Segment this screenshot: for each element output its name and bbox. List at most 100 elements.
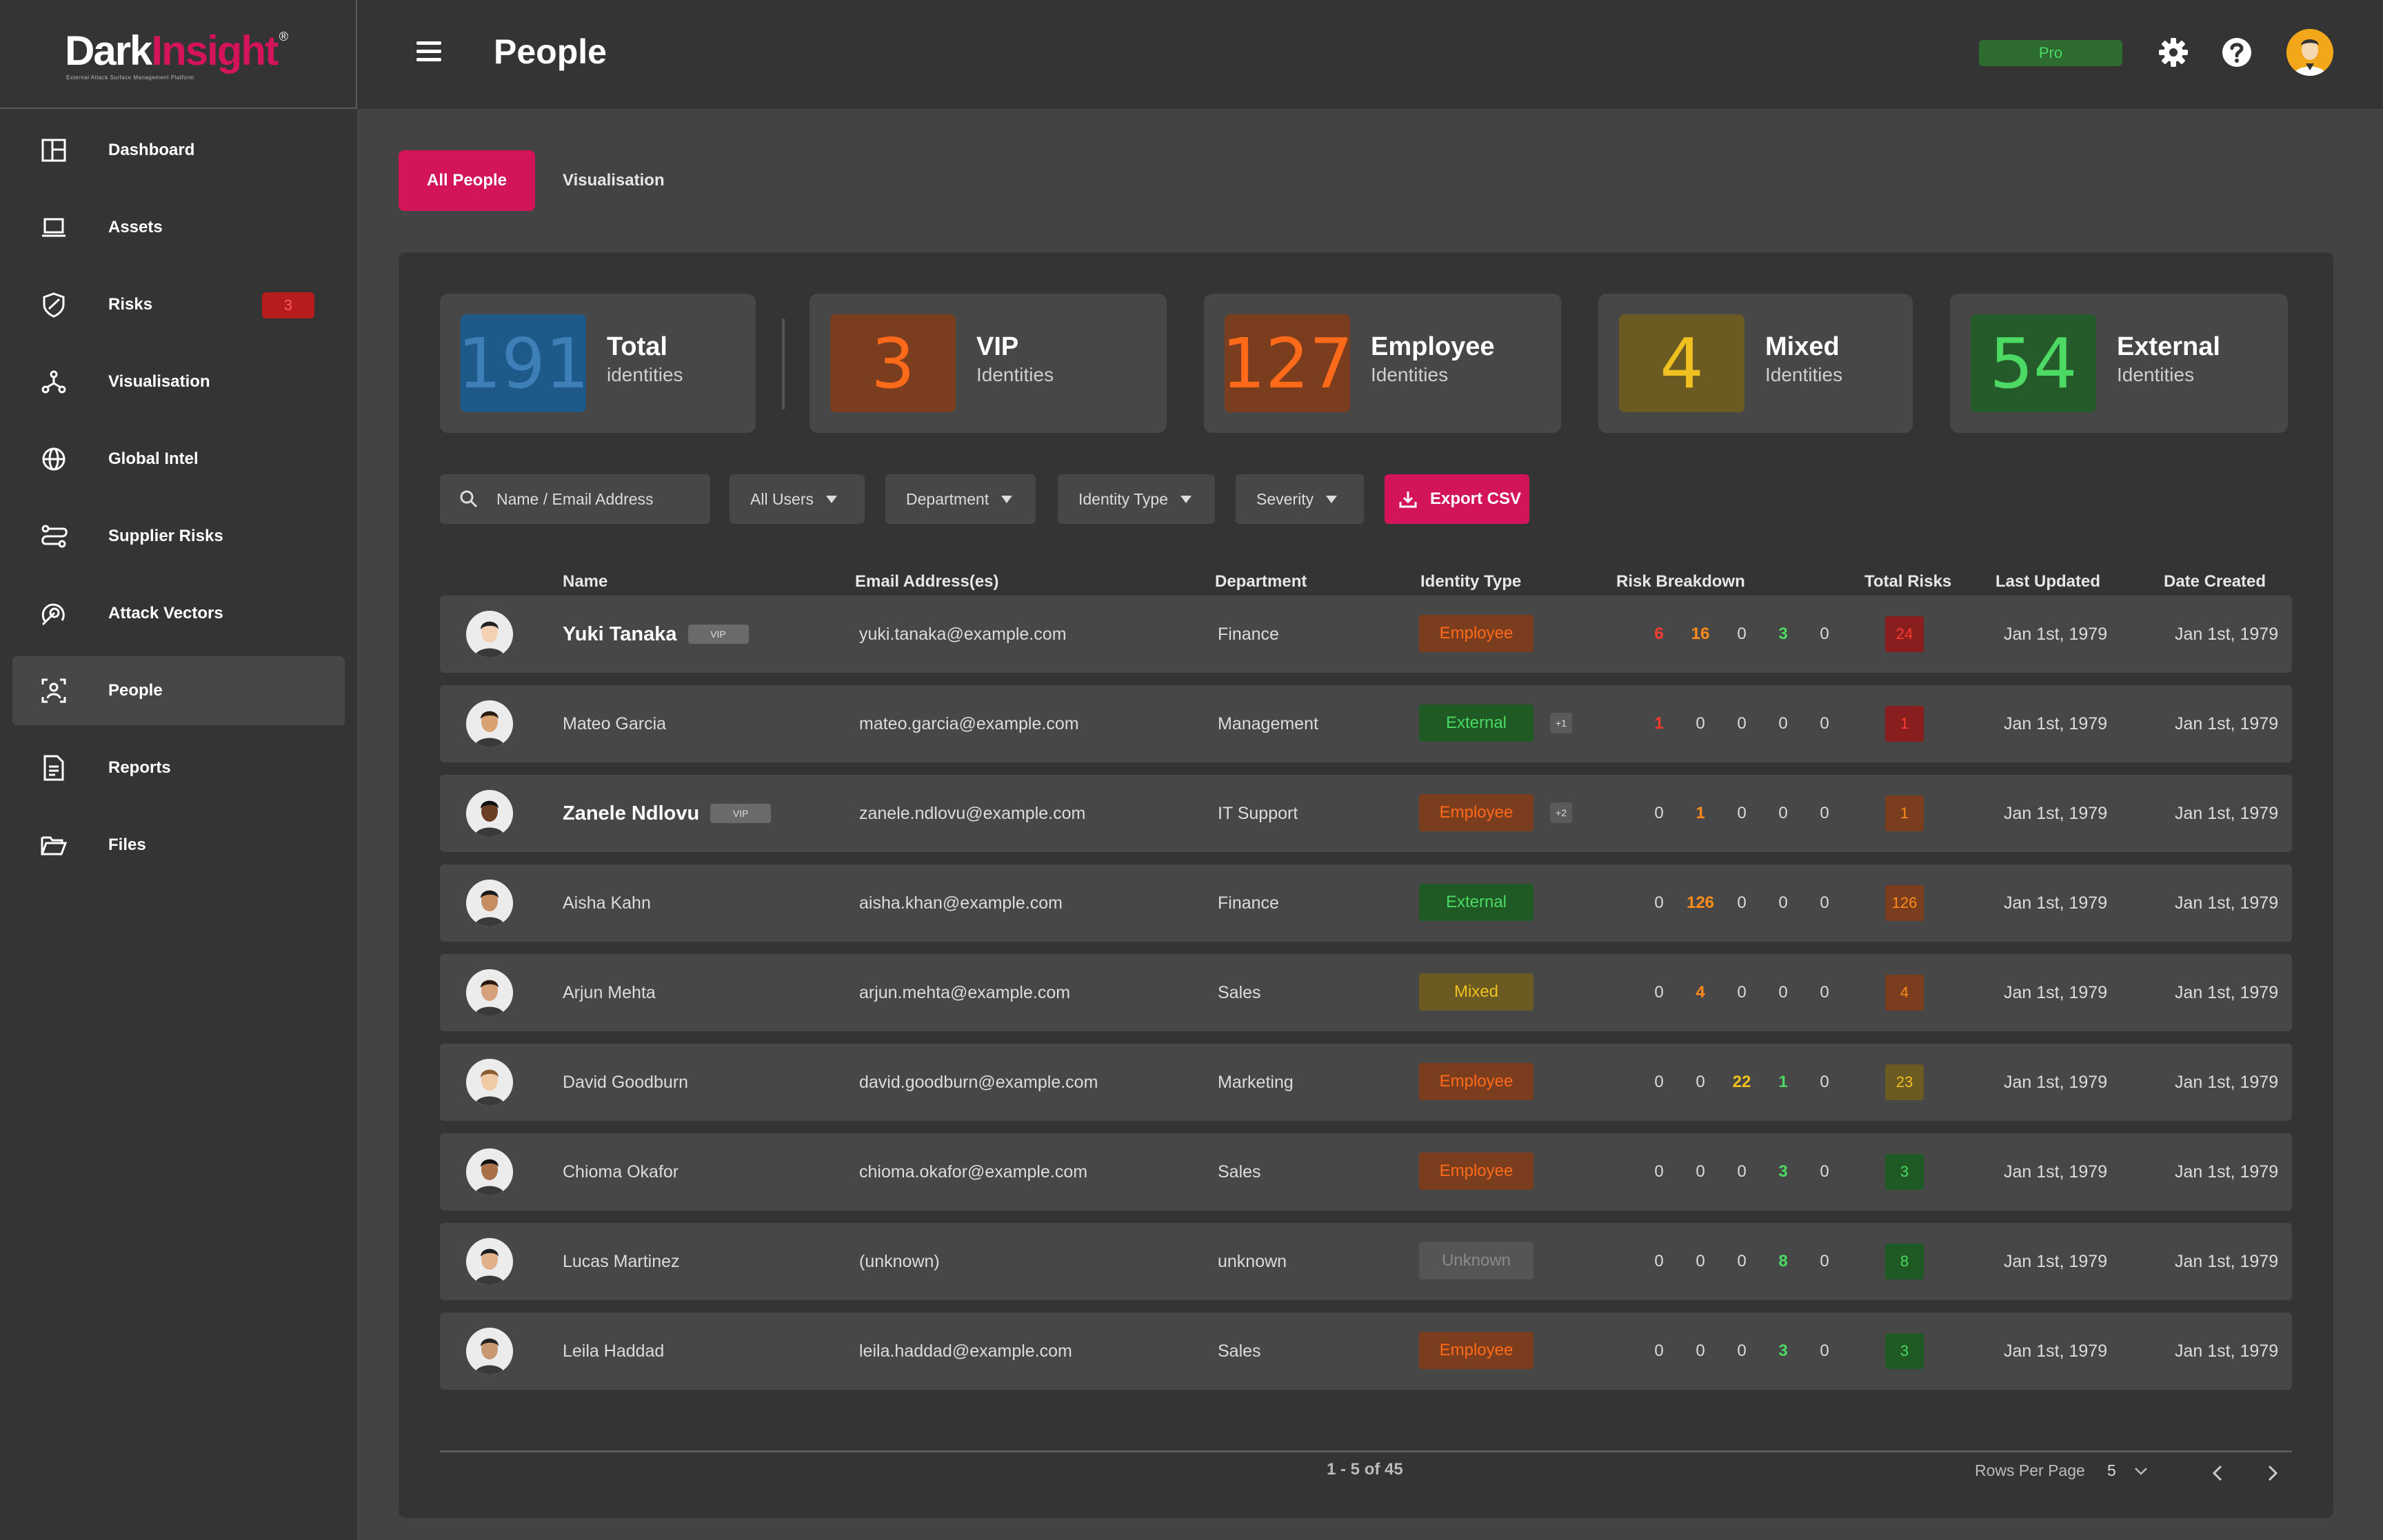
date-created-cell: Jan 1st, 1979 [2175, 1072, 2279, 1092]
department-filter-dropdown[interactable]: Department [885, 474, 1036, 524]
severity-filter-dropdown[interactable]: Severity [1236, 474, 1364, 524]
risk-count: 4 [1696, 983, 1705, 1002]
identity-type-badge: Mixed [1419, 973, 1534, 1011]
person-name[interactable]: Arjun Mehta [563, 954, 656, 1031]
risk-count: 0 [1820, 804, 1829, 822]
brand-registered: ® [279, 30, 288, 43]
help-icon[interactable] [2220, 36, 2253, 69]
search-input[interactable]: Name / Email Address [496, 489, 654, 508]
sidebar-item-visualisation[interactable]: Visualisation [12, 347, 345, 416]
person-name-text: Aisha Kahn [563, 893, 651, 913]
person-name[interactable]: Yuki Tanaka VIP [563, 596, 749, 673]
sidebar-item-reports[interactable]: Reports [12, 733, 345, 802]
risk-count: 6 [1654, 625, 1664, 643]
sidebar-item-risks[interactable]: Risks 3 [12, 270, 345, 339]
folder-icon [40, 831, 68, 859]
person-name[interactable]: Aisha Kahn [563, 864, 651, 942]
menu-icon[interactable] [416, 41, 441, 65]
risk-count: 126 [1686, 893, 1715, 912]
download-icon [1398, 489, 1418, 509]
last-updated-cell: Jan 1st, 1979 [2004, 1341, 2108, 1361]
search-field[interactable]: Name / Email Address [440, 474, 710, 524]
identity-type-badge: Employee [1419, 615, 1534, 652]
sidebar-item-label: Reports [108, 758, 171, 777]
table-row[interactable]: Arjun Mehta arjun.mehta@example.com Sales M… [440, 954, 2292, 1031]
stat-card-mixed[interactable]: 4 Mixed Identities [1598, 294, 1913, 433]
sidebar-item-label: Dashboard [108, 141, 195, 159]
sidebar-item-files[interactable]: Files [12, 811, 345, 880]
sidebar-item-global-intel[interactable]: Global Intel [12, 425, 345, 494]
risk-count: 1 [1778, 1073, 1788, 1091]
sidebar-item-supplier-risks[interactable]: Supplier Risks [12, 502, 345, 571]
stat-card-vip[interactable]: 3 VIP Identities [810, 294, 1167, 433]
page-title: People [494, 32, 607, 71]
person-name[interactable]: David Goodburn [563, 1044, 688, 1121]
identity-type-badge: Employee [1419, 1332, 1534, 1369]
chevron-down-icon [1001, 495, 1013, 503]
risk-count: 0 [1820, 893, 1829, 912]
risk-count: 0 [1654, 1252, 1664, 1270]
extra-emails-badge[interactable]: +1 [1550, 713, 1572, 733]
column-header-identity-type[interactable]: Identity Type [1420, 572, 1522, 591]
table-row[interactable]: Aisha Kahn aisha.khan@example.com Finance E… [440, 864, 2292, 942]
risk-count: 0 [1820, 983, 1829, 1002]
sidebar-item-people[interactable]: People [12, 656, 345, 725]
date-created-cell: Jan 1st, 1979 [2175, 982, 2279, 1002]
users-filter-dropdown[interactable]: All Users [730, 474, 865, 524]
brand-dark: Dark [65, 28, 152, 74]
sidebar-item-attack-vectors[interactable]: Attack Vectors [12, 579, 345, 648]
identity-type-badge: Employee [1419, 794, 1534, 831]
column-header-last-updated[interactable]: Last Updated [1995, 572, 2101, 591]
person-name[interactable]: Chioma Okafor [563, 1133, 678, 1210]
column-header-date-created[interactable]: Date Created [2164, 572, 2266, 591]
sidebar-item-assets[interactable]: Assets [12, 193, 345, 262]
table-row[interactable]: Zanele Ndlovu VIP zanele.ndlovu@example.c… [440, 775, 2292, 852]
table-row[interactable]: Mateo Garcia mateo.garcia@example.com +1 Ma… [440, 685, 2292, 762]
table-row[interactable]: Chioma Okafor chioma.okafor@example.com Sa… [440, 1133, 2292, 1210]
sidebar-item-dashboard[interactable]: Dashboard [12, 116, 345, 185]
table-row[interactable]: Yuki Tanaka VIP yuki.tanaka@example.com Fi… [440, 596, 2292, 673]
table-row[interactable]: Lucas Martinez (unknown) unknown Unknown 0 0 0… [440, 1223, 2292, 1300]
person-name[interactable]: Leila Haddad [563, 1313, 664, 1390]
prev-page-icon[interactable] [2208, 1463, 2229, 1483]
tab-all-people[interactable]: All People [399, 150, 535, 211]
risk-count: 0 [1778, 893, 1788, 912]
stat-mixed-sub: Identities [1765, 364, 1843, 385]
stat-card-external[interactable]: 54 External Identities [1950, 294, 2288, 433]
date-created-cell: Jan 1st, 1979 [2175, 1341, 2279, 1361]
export-csv-label: Export CSV [1430, 489, 1522, 508]
identity-type-badge: External [1419, 705, 1534, 742]
extra-emails-badge[interactable]: +2 [1550, 802, 1572, 823]
date-created-cell: Jan 1st, 1979 [2175, 713, 2279, 733]
person-name-text: Yuki Tanaka [563, 622, 677, 645]
tab-visualisation[interactable]: Visualisation [563, 171, 665, 190]
sidebar-item-label: Supplier Risks [108, 527, 223, 545]
rows-per-page-select[interactable]: 5 [2107, 1461, 2148, 1480]
table-row[interactable]: Leila Haddad leila.haddad@example.com Sale… [440, 1313, 2292, 1390]
column-header-department[interactable]: Department [1215, 572, 1307, 591]
identity-type-badge: External [1419, 884, 1534, 921]
person-name[interactable]: Mateo Garcia [563, 685, 666, 762]
column-header-total-risks[interactable]: Total Risks [1864, 572, 1952, 591]
plan-badge: Pro [1979, 40, 2122, 66]
chevron-down-icon [1326, 495, 1338, 503]
column-header-name[interactable]: Name [563, 572, 608, 591]
gear-icon[interactable] [2157, 36, 2190, 69]
brand-logo[interactable]: DarkInsight ® [65, 28, 288, 74]
person-name[interactable]: Lucas Martinez [563, 1223, 680, 1300]
person-name[interactable]: Zanele Ndlovu VIP [563, 775, 772, 852]
identity-type-filter-dropdown[interactable]: Identity Type [1058, 474, 1215, 524]
column-header-risk-breakdown[interactable]: Risk Breakdown [1616, 572, 1745, 591]
stat-card-total[interactable]: 191 Total identities [440, 294, 756, 433]
export-csv-button[interactable]: Export CSV [1385, 474, 1529, 524]
stat-card-employee[interactable]: 127 Employee Identities [1204, 294, 1561, 433]
user-avatar[interactable] [2286, 29, 2333, 76]
column-header-email[interactable]: Email Address(es) [855, 572, 999, 591]
stat-external-title: External [2117, 332, 2220, 361]
total-risks-badge: 23 [1885, 1064, 1924, 1100]
table-row[interactable]: David Goodburn david.goodburn@example.com… [440, 1044, 2292, 1121]
avatar [466, 700, 513, 747]
risk-count: 0 [1737, 1162, 1747, 1181]
next-page-icon[interactable] [2262, 1463, 2282, 1483]
risk-count: 0 [1696, 714, 1705, 733]
